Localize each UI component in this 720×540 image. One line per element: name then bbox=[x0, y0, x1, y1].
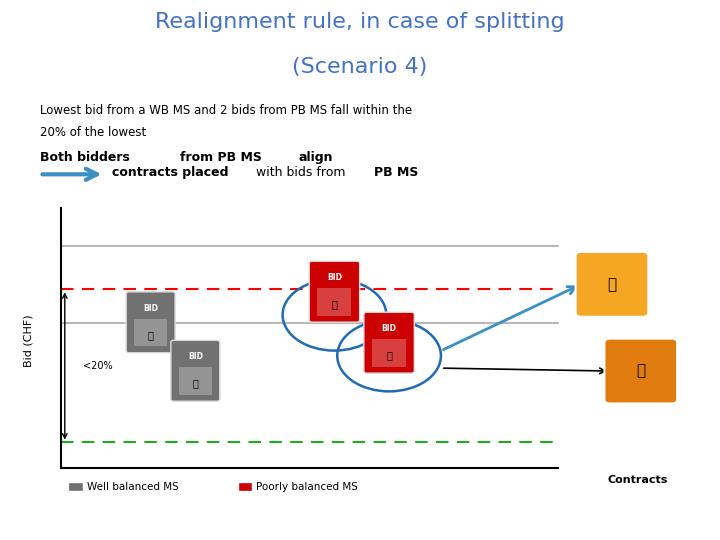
Bar bbox=[134, 319, 167, 346]
FancyBboxPatch shape bbox=[364, 312, 414, 373]
Text: Poorly balanced MS: Poorly balanced MS bbox=[256, 482, 358, 492]
Text: BID: BID bbox=[327, 273, 342, 282]
FancyBboxPatch shape bbox=[576, 252, 649, 317]
Text: 🤝: 🤝 bbox=[608, 277, 616, 292]
Bar bbox=[318, 288, 351, 315]
Bar bbox=[238, 482, 252, 491]
Text: Contracts: Contracts bbox=[607, 475, 667, 485]
Text: Both bidders: Both bidders bbox=[40, 151, 130, 164]
Text: PB MS: PB MS bbox=[374, 166, 419, 179]
Text: BID: BID bbox=[188, 352, 203, 361]
Text: from PB MS: from PB MS bbox=[180, 151, 262, 164]
Text: Lowest bid from a WB MS and 2 bids from PB MS fall within the: Lowest bid from a WB MS and 2 bids from … bbox=[40, 104, 412, 117]
Text: 👍: 👍 bbox=[148, 330, 153, 340]
Text: 🤝: 🤝 bbox=[636, 363, 645, 379]
Bar bbox=[372, 339, 406, 367]
Text: (Scenario 4): (Scenario 4) bbox=[292, 57, 428, 77]
Text: align: align bbox=[299, 151, 333, 164]
FancyBboxPatch shape bbox=[171, 340, 220, 401]
Text: European Organization for Nuclear Research: European Organization for Nuclear Resear… bbox=[83, 505, 253, 514]
FancyBboxPatch shape bbox=[310, 261, 360, 322]
Bar bbox=[68, 482, 83, 491]
Text: BID: BID bbox=[143, 303, 158, 313]
Text: with bids from: with bids from bbox=[256, 166, 345, 179]
Text: Bid (CHF): Bid (CHF) bbox=[24, 314, 34, 367]
Text: 👍: 👍 bbox=[192, 378, 198, 388]
FancyBboxPatch shape bbox=[126, 292, 175, 353]
Text: contracts placed: contracts placed bbox=[112, 166, 228, 179]
Text: CERN: CERN bbox=[30, 515, 49, 520]
Text: <20%: <20% bbox=[83, 361, 112, 371]
Text: 👍: 👍 bbox=[386, 350, 392, 360]
Text: Well balanced MS: Well balanced MS bbox=[87, 482, 179, 492]
Text: 👍: 👍 bbox=[331, 299, 338, 309]
Text: BID: BID bbox=[382, 324, 397, 333]
Text: 20% of the lowest: 20% of the lowest bbox=[40, 126, 146, 139]
Text: Realignment rule, in case of splitting: Realignment rule, in case of splitting bbox=[156, 12, 564, 32]
Bar bbox=[179, 367, 212, 395]
Text: Organisation européenne pour la recherche nucléaire: Organisation européenne pour la recherch… bbox=[83, 523, 270, 530]
FancyBboxPatch shape bbox=[605, 339, 677, 403]
